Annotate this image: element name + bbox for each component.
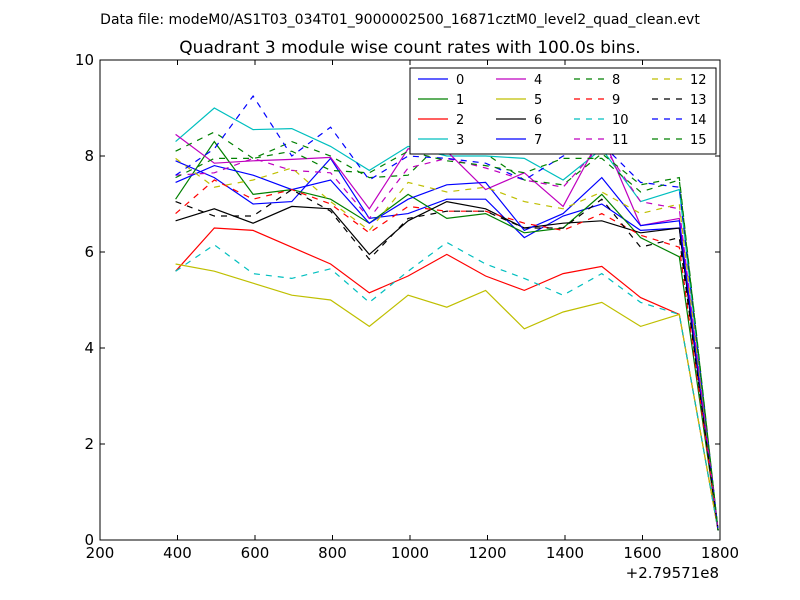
legend-label: 12: [690, 73, 707, 88]
legend-label: 13: [690, 93, 707, 108]
y-tick-label: 8: [84, 147, 94, 165]
legend-label: 4: [534, 73, 542, 88]
legend-label: 7: [534, 133, 542, 148]
series-line-6: [175, 200, 719, 531]
series-line-15: [175, 150, 719, 531]
series-line-0: [175, 157, 719, 531]
x-tick-label: 1200: [468, 544, 506, 562]
series-line-7: [175, 164, 719, 531]
series-line-5: [175, 263, 719, 531]
legend-label: 14: [690, 113, 707, 128]
y-tick-label: 10: [75, 51, 94, 69]
legend-label: 5: [534, 93, 542, 108]
series-line-10: [175, 241, 719, 531]
y-tick-label: 0: [84, 531, 94, 549]
legend-label: 0: [456, 73, 464, 88]
y-tick-label: 4: [84, 339, 94, 357]
x-tick-label: 200: [86, 544, 115, 562]
x-tick-label: 1400: [546, 544, 584, 562]
series-line-13: [175, 188, 719, 531]
x-tick-label: 1600: [623, 544, 661, 562]
series-line-14: [175, 94, 719, 531]
legend-label: 10: [612, 113, 629, 128]
x-tick-label: 1000: [391, 544, 429, 562]
file-suptitle: Data file: modeM0/AS1T03_034T01_90000025…: [100, 12, 700, 28]
x-offset-label: +2.79571e8: [626, 564, 719, 582]
legend-label: 3: [456, 133, 464, 148]
legend-label: 6: [534, 113, 542, 128]
series-line-3: [175, 107, 719, 531]
x-tick-label: 1800: [701, 544, 739, 562]
x-tick-label: 800: [318, 544, 347, 562]
legend-label: 8: [612, 73, 620, 88]
legend-label: 9: [612, 93, 620, 108]
plot-lines: [175, 94, 719, 531]
series-line-2: [175, 227, 719, 531]
chart-title: Quadrant 3 module wise count rates with …: [179, 38, 640, 58]
legend-box: [409, 67, 717, 155]
legend-label: 15: [690, 133, 707, 148]
series-line-12: [175, 157, 719, 531]
y-tick-label: 2: [84, 435, 94, 453]
series-line-1: [175, 140, 719, 531]
x-tick-label: 600: [241, 544, 270, 562]
y-tick-label: 6: [84, 243, 94, 261]
legend-label: 1: [456, 93, 464, 108]
x-tick-label: 400: [163, 544, 192, 562]
legend-label: 11: [612, 133, 629, 148]
legend-label: 2: [456, 113, 464, 128]
